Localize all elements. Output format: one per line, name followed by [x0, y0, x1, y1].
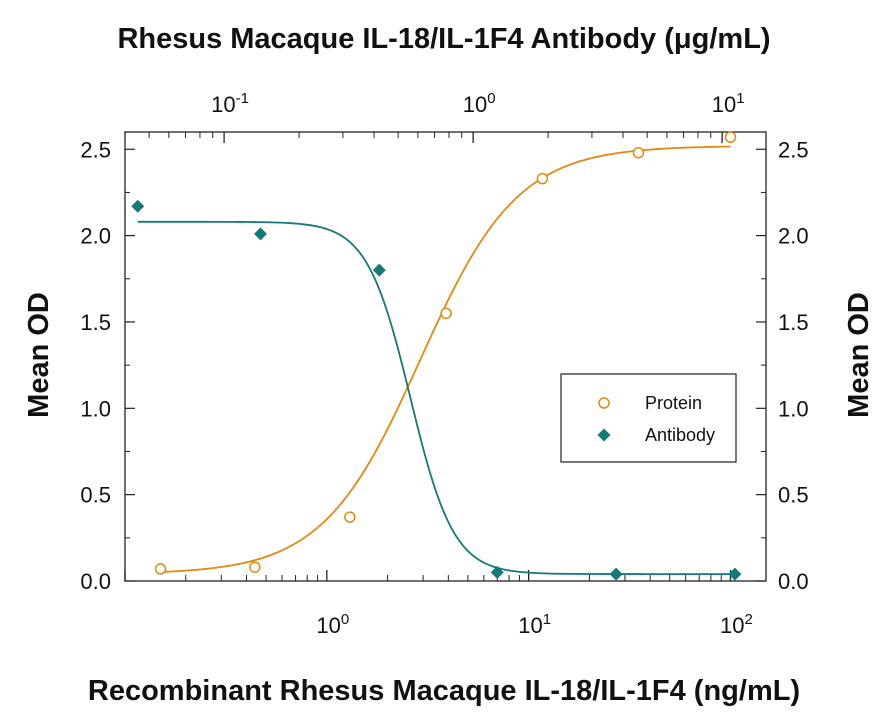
y-tick-label-right: 1.0 — [778, 396, 809, 421]
protein-data-point — [154, 563, 167, 575]
chart-title: Rhesus Macaque IL-18/IL-1F4 Antibody (μg… — [117, 23, 770, 55]
x-axis-title: Recombinant Rhesus Macaque IL-18/IL-1F4 … — [88, 675, 800, 707]
x-top-tick-label: 100 — [463, 90, 496, 117]
y-axis-title-left: Mean OD — [23, 292, 55, 418]
antibody-data-point — [609, 567, 623, 581]
legend-protein-marker — [598, 397, 610, 409]
plot-frame — [124, 131, 767, 582]
x-top-tick-label: 101 — [712, 90, 745, 117]
legend-protein-label: Protein — [645, 393, 702, 413]
y-tick-label-right: 0.5 — [778, 483, 809, 508]
y-tick-label-left: 1.5 — [80, 310, 111, 335]
y-tick-label-left: 0.0 — [80, 569, 111, 594]
fit-curve-protein — [160, 145, 731, 573]
data-points — [131, 131, 742, 581]
y-tick-label-right: 0.0 — [778, 569, 809, 594]
antibody-data-point — [372, 263, 386, 277]
x-tick-label: 101 — [518, 611, 551, 638]
y-tick-label-right: 2.5 — [778, 137, 809, 162]
protein-data-point — [249, 561, 261, 573]
x-tick-label: 102 — [720, 611, 753, 638]
antibody-data-point — [490, 565, 504, 579]
y-tick-label-left: 0.5 — [80, 483, 111, 508]
legend-open-circle-marker — [598, 397, 610, 409]
protein-data-point — [440, 307, 452, 320]
x-tick-label: 100 — [316, 611, 349, 638]
protein-data-point — [632, 146, 645, 159]
axes-group: 0.0 0.0 0.5 0.5 1.0 1.0 1.5 1.5 2.0 2.0 2.5 2.5 100 1… — [80, 90, 808, 638]
legend: Protein Antibody — [560, 373, 737, 463]
y-tick-label-left: 2.5 — [80, 137, 111, 162]
legend-antibody-marker — [597, 428, 611, 442]
antibody-data-point — [253, 227, 267, 241]
fit-curve-antibody — [137, 220, 735, 575]
legend-diamond-marker — [597, 428, 611, 442]
y-axis-title-right: Mean OD — [843, 292, 875, 418]
y-tick-label-right: 2.0 — [778, 224, 809, 249]
antibody-data-point — [131, 199, 145, 213]
antibody-data-point — [728, 567, 742, 581]
legend-antibody-label: Antibody — [645, 425, 715, 445]
y-tick-label-left: 1.0 — [80, 396, 111, 421]
y-tick-label-right: 1.5 — [778, 310, 809, 335]
x-top-tick-label: 10-1 — [211, 90, 249, 117]
legend-box — [560, 373, 737, 463]
protein-data-point — [344, 511, 356, 523]
protein-data-point — [536, 172, 549, 185]
protein-data-point — [724, 131, 737, 143]
y-tick-label-left: 2.0 — [80, 224, 111, 249]
fit-curves — [137, 145, 735, 575]
